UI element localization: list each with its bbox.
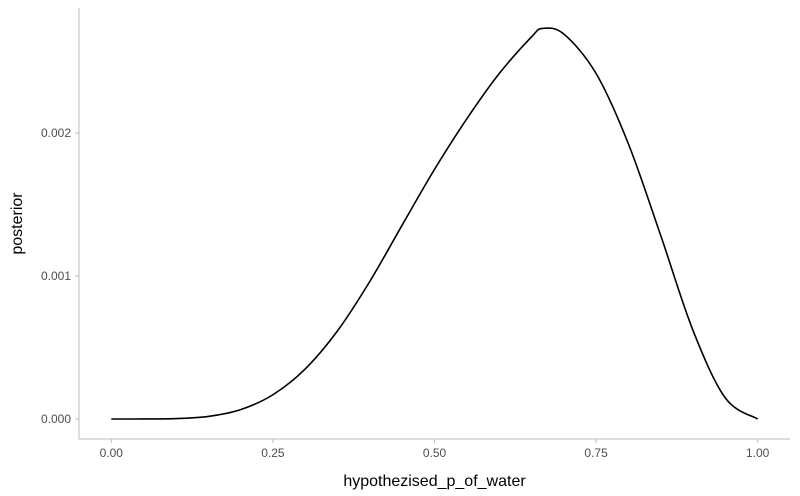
x-tick-label: 1.00 <box>746 446 770 460</box>
y-tick-label: 0.002 <box>41 126 71 140</box>
y-axis-title: posterior <box>9 192 26 255</box>
y-tick-label: 0.000 <box>41 412 71 426</box>
x-tick-label: 0.25 <box>261 446 285 460</box>
x-tick-label: 0.75 <box>584 446 608 460</box>
x-tick-label: 0.00 <box>100 446 124 460</box>
y-ticks: 0.000 0.001 0.002 <box>41 126 79 426</box>
x-ticks: 0.00 0.25 0.50 0.75 1.00 <box>100 439 770 460</box>
y-tick-label: 0.001 <box>41 269 71 283</box>
x-axis-title: hypothezised_p_of_water <box>343 473 526 490</box>
posterior-curve <box>111 27 759 420</box>
x-tick-label: 0.50 <box>423 446 447 460</box>
